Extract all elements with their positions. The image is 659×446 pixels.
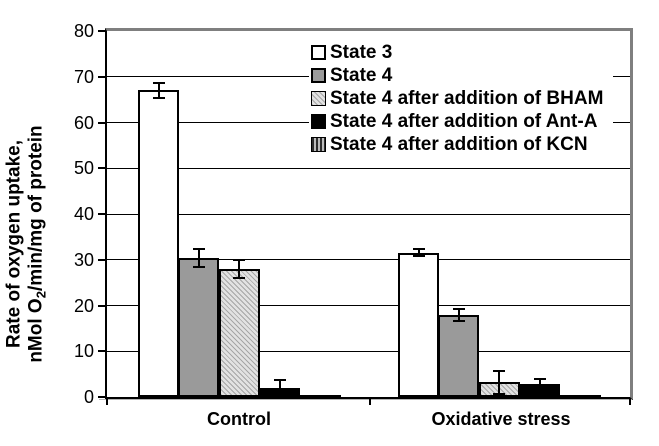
error-bar-cap-top — [192, 248, 205, 251]
bar-white-control — [138, 90, 179, 397]
y-tick-40 — [98, 213, 105, 215]
bar-white-oxidative-stress — [398, 253, 439, 397]
y-tick-label-30: 30 — [73, 249, 94, 270]
legend-swatch-stripes-icon — [311, 137, 326, 152]
legend-item-anta: State 4 after addition of Ant-A — [311, 110, 603, 133]
y-tick-60 — [98, 121, 105, 124]
x-tick-1 — [369, 399, 371, 405]
error-bar-line — [197, 248, 200, 269]
error-bar-line — [457, 307, 460, 322]
error-bar-line — [238, 258, 241, 279]
error-bar-cap-bottom — [192, 266, 205, 269]
bar-gray-oxidative-stress — [438, 315, 479, 397]
gridline-y10 — [107, 350, 630, 352]
error-bar-cap-top — [152, 82, 165, 85]
legend-label: State 4 — [330, 64, 393, 86]
x-tick-2 — [629, 399, 631, 405]
bar-vstripes-control — [300, 395, 341, 397]
error-bar-line — [278, 379, 281, 397]
error-bar-cap-bottom — [412, 255, 425, 258]
y-tick-label-0: 0 — [83, 387, 94, 407]
error-bar-cap-bottom — [533, 387, 546, 390]
y-axis-title-line1: Rate of oxygen uptake, — [3, 140, 25, 348]
gridline-y40 — [107, 213, 630, 215]
y-tick-label-60: 60 — [73, 112, 94, 133]
legend-label: State 4 after addition of Ant-A — [330, 110, 598, 132]
error-bar-line — [538, 378, 541, 390]
legend-swatch-gray-icon — [311, 68, 326, 83]
y-tick-30 — [98, 258, 105, 261]
error-bar-cap-top — [233, 258, 246, 261]
legend-item-bham: State 4 after addition of BHAM — [311, 87, 603, 110]
error-bar-cap-top — [452, 307, 465, 310]
x-category-label-oxidative-stress: Oxidative stress — [431, 409, 571, 429]
legend-swatch-hatch-icon — [311, 91, 326, 106]
y-axis-title: Rate of oxygen uptake, nMol O2/min/mg of… — [4, 125, 53, 362]
subscript-2: 2 — [33, 291, 49, 299]
gridline-y50 — [107, 167, 630, 169]
legend-item-kcn: State 4 after addition of KCN — [311, 133, 603, 156]
error-bar-cap-top — [493, 369, 506, 372]
legend-swatch-black-icon — [311, 114, 326, 129]
bar-gray-control — [178, 258, 219, 397]
gridline-y20 — [107, 305, 630, 306]
error-bar-line — [157, 82, 160, 99]
error-bar-cap-bottom — [233, 276, 246, 279]
bar-dots-control — [219, 269, 260, 397]
y-tick-0 — [98, 396, 105, 398]
gridline-y30 — [107, 259, 630, 261]
legend-label: State 4 after addition of BHAM — [330, 87, 604, 109]
error-bar-cap-top — [412, 248, 425, 251]
x-tick-0 — [106, 399, 108, 405]
y-tick-80 — [98, 30, 105, 32]
error-bar-cap-bottom — [273, 394, 286, 397]
x-axis-shadow-line — [99, 399, 632, 400]
legend-label: State 3 — [330, 41, 393, 63]
error-bar-line — [498, 369, 501, 396]
y-tick-50 — [98, 167, 105, 170]
error-bar-cap-bottom — [493, 393, 506, 396]
y-tick-label-20: 20 — [73, 295, 94, 316]
x-category-label-control: Control — [207, 409, 271, 429]
y-tick-label-40: 40 — [73, 204, 94, 224]
y-axis-title-line2: nMol O2/min/mg of protein — [25, 125, 49, 363]
y-tick-label-10: 10 — [73, 341, 94, 362]
y-tick-label-80: 80 — [73, 21, 94, 41]
legend: State 3 State 4 State 4 after addition o… — [309, 41, 614, 156]
error-bar-line — [417, 248, 420, 258]
y-tick-label-70: 70 — [73, 66, 94, 87]
legend-swatch-white-icon — [311, 45, 326, 60]
legend-item-state4: State 4 — [311, 64, 603, 87]
error-bar-cap-bottom — [452, 319, 465, 322]
error-bar-cap-bottom — [152, 96, 165, 99]
bar-vstripes-oxidative-stress — [560, 395, 601, 397]
legend-label: State 4 after addition of KCN — [330, 133, 588, 155]
y-tick-20 — [98, 304, 105, 307]
legend-item-state3: State 3 — [311, 41, 603, 64]
error-bar-cap-top — [273, 379, 286, 382]
y-tick-70 — [98, 75, 105, 78]
y-tick-label-50: 50 — [73, 158, 94, 179]
error-bar-cap-top — [533, 378, 546, 381]
y-tick-10 — [98, 350, 105, 353]
